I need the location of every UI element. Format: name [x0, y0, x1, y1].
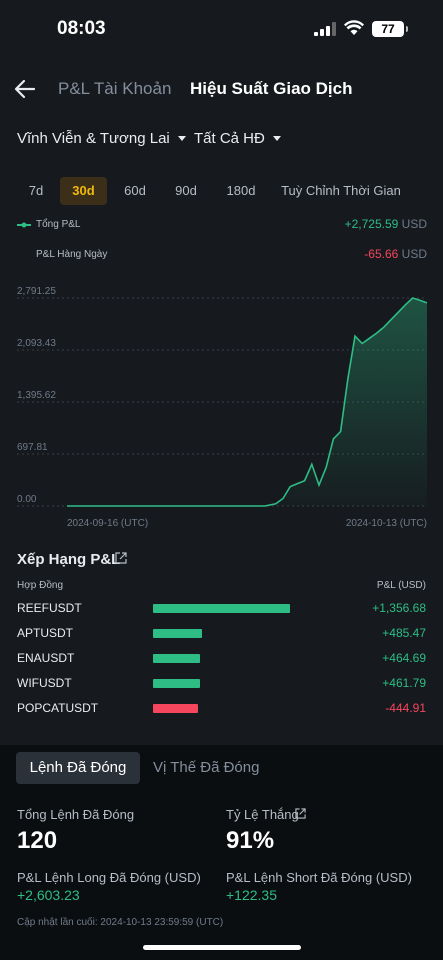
caret-down-icon [272, 136, 281, 141]
contract-filter-label: Tất Cả HĐ [194, 130, 265, 147]
cellular-signal-icon [314, 22, 336, 36]
long-pnl-label: P&L Lệnh Long Đã Đóng (USD) [17, 870, 201, 885]
daily-pnl-value: -65.66 [364, 247, 399, 261]
ranking-bar [153, 654, 200, 663]
pnl-column-header: P&L (USD) [376, 580, 426, 591]
home-indicator[interactable] [143, 945, 301, 950]
y-tick-label: 2,791.25 [17, 286, 56, 297]
contract-filter-dropdown[interactable]: Tất Cả HĐ [194, 130, 281, 147]
y-tick-label: 2,093.43 [17, 338, 56, 349]
y-tick-label: 0.00 [17, 494, 37, 505]
wifi-icon [344, 20, 364, 35]
market-filter-dropdown[interactable]: Vĩnh Viễn & Tương Lai [17, 130, 186, 147]
win-rate-label: Tỷ Lệ Thắng [226, 807, 299, 822]
total-closed-value: 120 [17, 827, 58, 854]
back-arrow-icon[interactable] [14, 78, 36, 100]
total-pnl-legend-label: Tổng P&L [36, 219, 81, 230]
period-180d[interactable]: 180d [226, 183, 256, 198]
ranking-value: -444.91 [385, 701, 426, 715]
period-30d[interactable]: 30d [60, 177, 107, 205]
total-closed-label: Tổng Lệnh Đã Đóng [17, 807, 135, 822]
y-tick-label: 1,395.62 [17, 390, 56, 401]
status-time: 08:03 [57, 18, 106, 39]
cumulative-pnl-chart: 2,791.25 2,093.43 1,395.62 697.81 0.00 2024-0… [17, 286, 428, 529]
ranking-symbol: ENAUSDT [17, 651, 75, 665]
pnl-area-fill [67, 298, 427, 506]
ranking-symbol: WIFUSDT [17, 676, 72, 690]
ranking-bar [153, 604, 290, 613]
contract-column-header: Hợp Đồng [17, 580, 64, 591]
short-pnl-value: +122.35 [226, 887, 277, 903]
daily-pnl-legend-label: P&L Hàng Ngày [36, 249, 108, 260]
period-60d[interactable]: 60d [124, 183, 146, 198]
total-pnl-value: +2,725.59 [344, 217, 399, 231]
daily-pnl-legend-value: -65.66 USD [364, 247, 427, 261]
external-link-icon[interactable] [295, 808, 306, 819]
total-pnl-legend-swatch [17, 222, 31, 228]
period-90d[interactable]: 90d [175, 183, 197, 198]
x-tick-label: 2024-09-16 (UTC) [67, 518, 148, 529]
pnl-ranking-title: Xếp Hạng P&L [17, 551, 121, 568]
ranking-bar [153, 629, 203, 638]
total-pnl-unit: USD [401, 217, 427, 231]
external-link-icon[interactable] [115, 552, 127, 564]
pnl-line [67, 297, 428, 507]
tab-closed-positions[interactable]: Vị Thế Đã Đóng [153, 759, 260, 776]
last-updated: Cập nhật lần cuối: 2024-10-13 23:59:59 (… [17, 917, 224, 928]
caret-down-icon [177, 136, 186, 141]
short-pnl-label: P&L Lệnh Short Đã Đóng (USD) [226, 870, 412, 885]
tab-account-pnl[interactable]: P&L Tài Khoản [58, 79, 172, 98]
ranking-value: +464.69 [382, 651, 426, 665]
tab-closed-orders[interactable]: Lệnh Đã Đóng [16, 752, 140, 784]
long-pnl-value: +2,603.23 [17, 887, 80, 903]
ranking-symbol: APTUSDT [17, 626, 74, 640]
y-tick-label: 697.81 [17, 442, 48, 453]
market-filter-label: Vĩnh Viễn & Tương Lai [17, 130, 170, 147]
x-tick-label: 2024-10-13 (UTC) [346, 518, 427, 529]
ranking-symbol: POPCATUSDT [17, 701, 99, 715]
tab-trading-performance[interactable]: Hiệu Suất Giao Dịch [190, 79, 353, 98]
ranking-value: +485.47 [382, 626, 426, 640]
ranking-bar [153, 679, 200, 688]
ranking-value: +1,356.68 [372, 601, 426, 615]
period-7d[interactable]: 7d [28, 183, 44, 198]
battery-indicator: 77 [372, 21, 408, 37]
period-custom[interactable]: Tuỳ Chỉnh Thời Gian [281, 183, 401, 198]
ranking-value: +461.79 [382, 676, 426, 690]
win-rate-value: 91% [226, 827, 275, 854]
ranking-bar [153, 704, 198, 713]
total-pnl-legend-value: +2,725.59 USD [345, 217, 427, 231]
ranking-symbol: REEFUSDT [17, 601, 82, 615]
daily-pnl-unit: USD [401, 247, 427, 261]
